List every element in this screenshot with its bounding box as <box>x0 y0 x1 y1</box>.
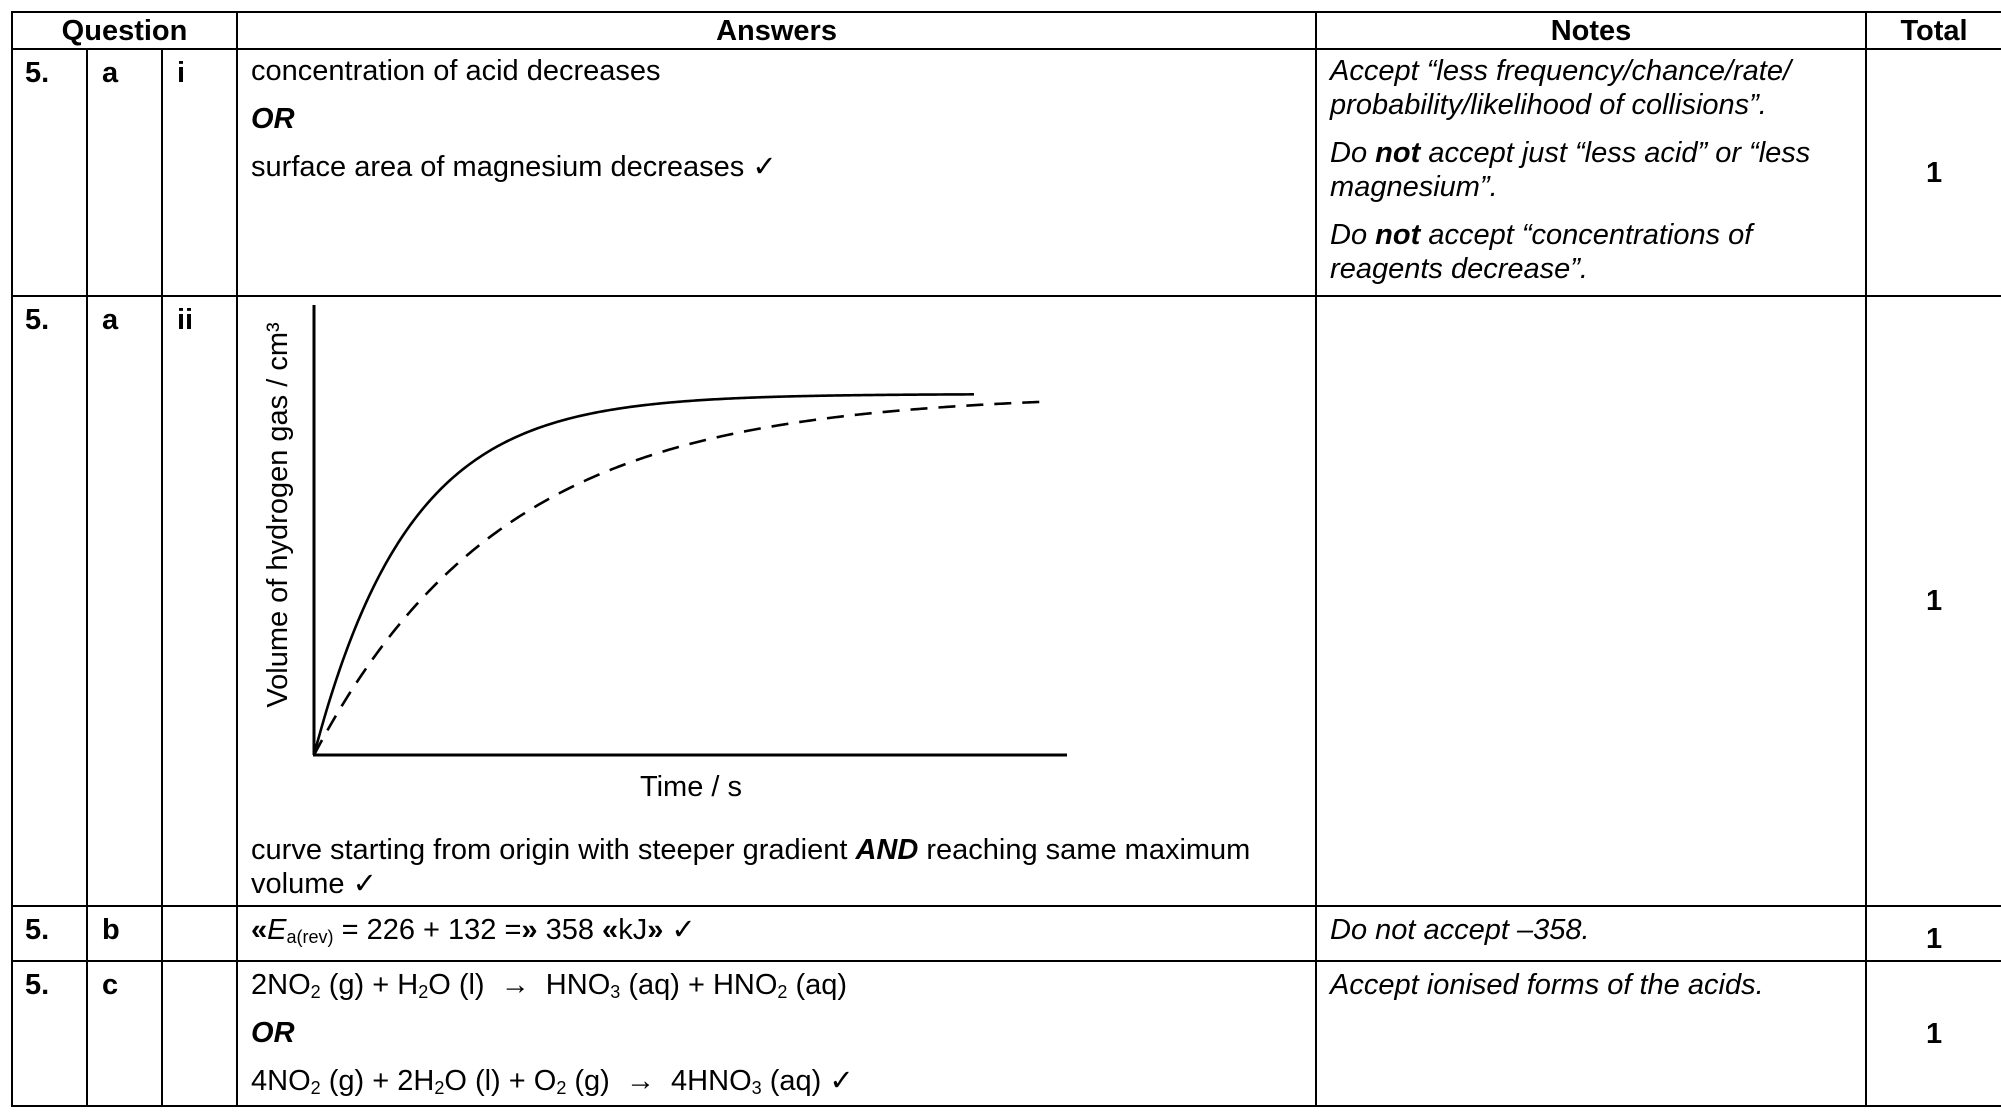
question-number: 5. <box>11 960 88 1107</box>
table-row-5c: 5. c 2NO2 (g) + H2O (l) → HNO3 (aq) + HN… <box>11 960 2001 1107</box>
answer-cell: concentration of acid decreases OR surfa… <box>236 48 1318 297</box>
question-subpart: ii <box>160 295 239 907</box>
total-mark: 1 <box>1865 960 2001 1107</box>
answer-cell: «Ea(rev) = 226 + 132 =» 358 «kJ» ✓ <box>236 905 1318 962</box>
answer-text: concentration of acid decreases <box>251 55 661 87</box>
notes-cell: Accept ionised forms of the acids. <box>1315 960 1868 1107</box>
note-text: Accept ionised forms of the acids. <box>1330 969 1764 1001</box>
header-answers: Answers <box>236 11 1318 50</box>
answer-text: surface area of magnesium decreases ✓ <box>251 151 777 183</box>
y-axis-label: Volume of hydrogen gas / cm³ <box>262 322 294 708</box>
question-part: c <box>86 960 163 1107</box>
notes-cell: Accept “less frequency/chance/rate/ prob… <box>1315 48 1868 297</box>
total-mark: 1 <box>1865 295 2001 907</box>
question-subpart: i <box>160 48 239 297</box>
markscheme-table: Question Answers Notes Total 5. a i conc… <box>10 11 2001 1107</box>
note-text: Do not accept just “less acid” or “less … <box>1330 137 1811 203</box>
table-row-5aii: 5. a ii Time / s Volume of hydrogen gas … <box>11 295 2001 907</box>
steeper-curve <box>312 393 975 756</box>
notes-cell: Do not accept –358. <box>1315 905 1868 962</box>
header-notes: Notes <box>1315 11 1868 50</box>
answer-equation: «Ea(rev) = 226 + 132 =» 358 «kJ» ✓ <box>251 914 696 947</box>
total-mark: 1 <box>1865 48 2001 297</box>
original-curve <box>312 400 1049 756</box>
x-axis-label: Time / s <box>640 771 742 803</box>
question-number: 5. <box>11 905 88 962</box>
answer-or: OR <box>251 1017 295 1049</box>
notes-cell <box>1315 295 1868 907</box>
total-mark: 1 <box>1865 905 2001 962</box>
answer-equation: 2NO2 (g) + H2O (l) → HNO3 (aq) + HNO2 (a… <box>251 969 848 1002</box>
question-subpart <box>160 905 239 962</box>
header-question: Question <box>10 11 239 50</box>
answer-equation: 4NO2 (g) + 2H2O (l) + O2 (g) → 4HNO3 (aq… <box>251 1065 854 1098</box>
note-text: Do not accept –358. <box>1330 914 1590 946</box>
question-number: 5. <box>11 295 88 907</box>
question-number: 5. <box>11 48 88 297</box>
note-text: Do not accept “concentrations of reagent… <box>1330 219 1753 285</box>
answer-text: curve starting from origin with steeper … <box>251 834 1251 900</box>
answer-cell: Time / s Volume of hydrogen gas / cm³ cu… <box>236 295 1318 907</box>
table-row-5b: 5. b «Ea(rev) = 226 + 132 =» 358 «kJ» ✓ … <box>11 905 2001 962</box>
header-total: Total <box>1865 11 2001 50</box>
table-row-5ai: 5. a i concentration of acid decreases O… <box>11 48 2001 297</box>
question-part: a <box>86 48 163 297</box>
answer-or: OR <box>251 103 295 135</box>
volume-time-graph: Time / s Volume of hydrogen gas / cm³ <box>262 305 1068 803</box>
note-text: Accept “less frequency/chance/rate/ prob… <box>1330 55 1792 121</box>
header-row: Question Answers Notes Total <box>10 11 2001 50</box>
answer-cell: 2NO2 (g) + H2O (l) → HNO3 (aq) + HNO2 (a… <box>236 960 1318 1107</box>
question-subpart <box>160 960 239 1107</box>
question-part: b <box>86 905 163 962</box>
question-part: a <box>86 295 163 907</box>
